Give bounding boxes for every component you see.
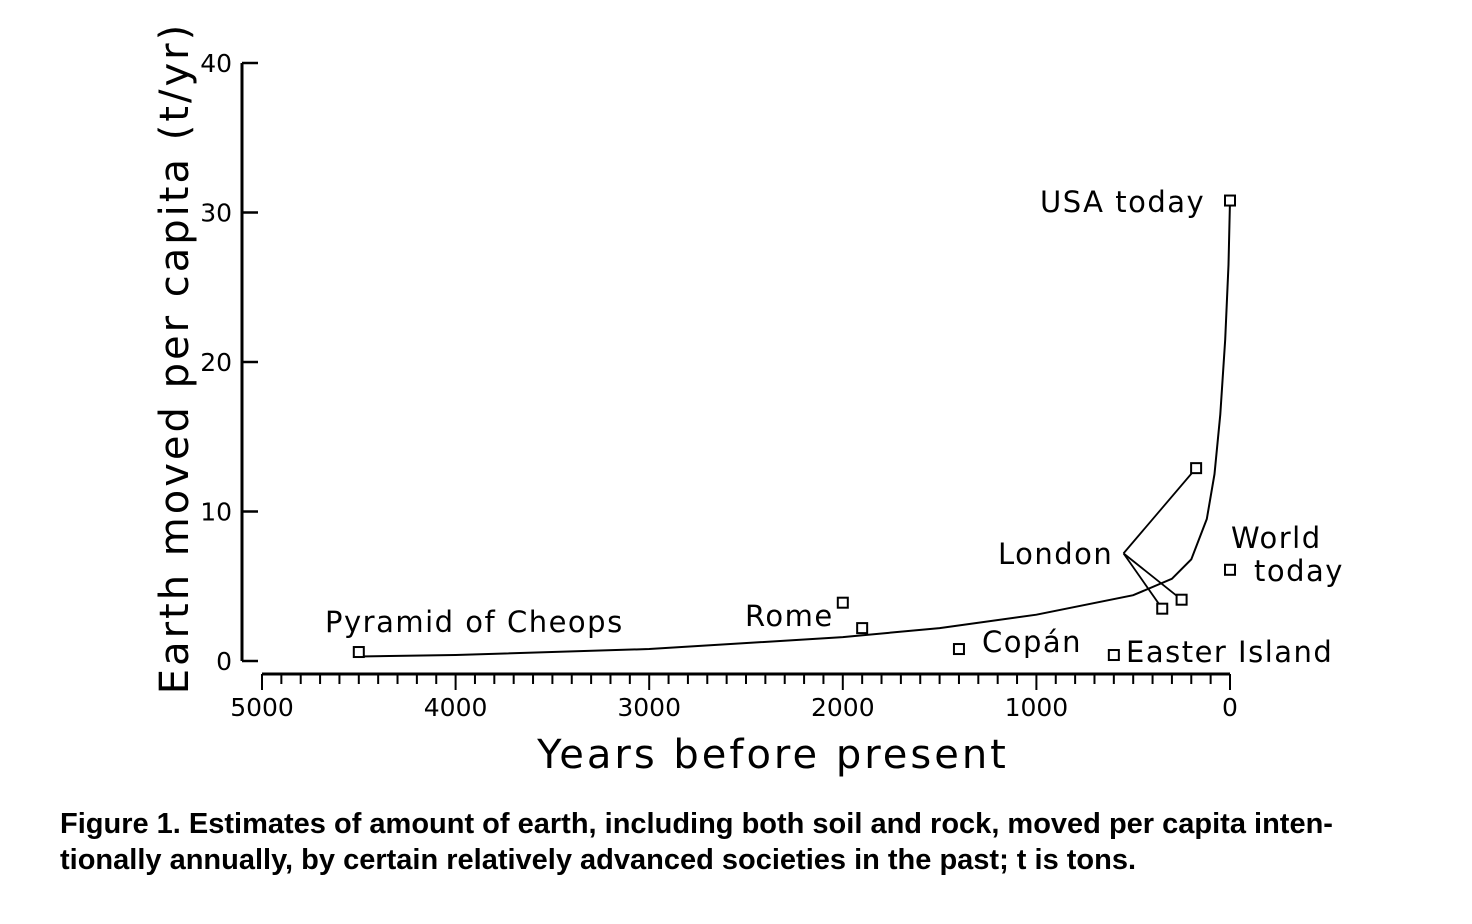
data-point (856, 622, 869, 635)
y-tick-label: 10 (200, 498, 232, 527)
data-point (836, 596, 849, 609)
data-point (1107, 649, 1120, 662)
data-point (952, 643, 965, 656)
data-point (1224, 194, 1236, 207)
annotation-copan: Copán (982, 625, 1082, 659)
london-pointer-line (1122, 552, 1163, 610)
x-tick-label: 3000 (617, 693, 681, 722)
london-pointer-lines (1122, 467, 1197, 610)
data-point (1156, 602, 1169, 615)
annotation-world-today-line1: World (1231, 521, 1322, 555)
data-point (1175, 593, 1188, 606)
x-tick-label: 0 (1222, 693, 1238, 722)
x-tick-label: 5000 (230, 693, 294, 722)
x-ticks (261, 674, 1231, 690)
caption-line-1: Figure 1. Estimates of amount of earth, … (60, 808, 1333, 840)
y-tick-label: 0 (216, 647, 232, 676)
y-tick-labels: 0 10 20 30 40 (200, 49, 232, 676)
annotation-london: London (998, 537, 1113, 571)
y-tick-label: 20 (200, 348, 232, 377)
london-pointer-line (1122, 552, 1183, 601)
annotation-rome: Rome (745, 599, 834, 633)
annotation-pyramid-of-cheops: Pyramid of Cheops (325, 605, 624, 639)
annotation-usa-today: USA today (1040, 185, 1205, 219)
y-tick-label: 30 (200, 199, 232, 228)
annotation-easter-island: Easter Island (1126, 635, 1333, 669)
y-axis-label: Earth moved per capita (t/yr) (152, 22, 198, 694)
data-point (352, 646, 365, 659)
annotation-world-today-line2: today (1254, 554, 1344, 588)
data-point (1190, 462, 1203, 475)
x-tick-label: 1000 (1005, 693, 1069, 722)
trend-curve (358, 200, 1231, 658)
axes (240, 61, 1231, 690)
figure-caption: Figure 1. Estimates of amount of earth, … (60, 806, 1450, 878)
london-pointer-line (1122, 467, 1197, 554)
x-tick-label: 2000 (811, 693, 875, 722)
x-tick-label: 4000 (424, 693, 488, 722)
data-points (352, 194, 1236, 662)
y-tick-label: 40 (200, 49, 232, 78)
y-ticks (242, 61, 258, 663)
caption-line-2: tionally annually, by certain relatively… (60, 844, 1137, 876)
x-tick-labels: 5000 4000 3000 2000 1000 0 (230, 693, 1238, 722)
x-axis-label: Years before present (536, 732, 1009, 778)
data-point (1224, 563, 1236, 576)
